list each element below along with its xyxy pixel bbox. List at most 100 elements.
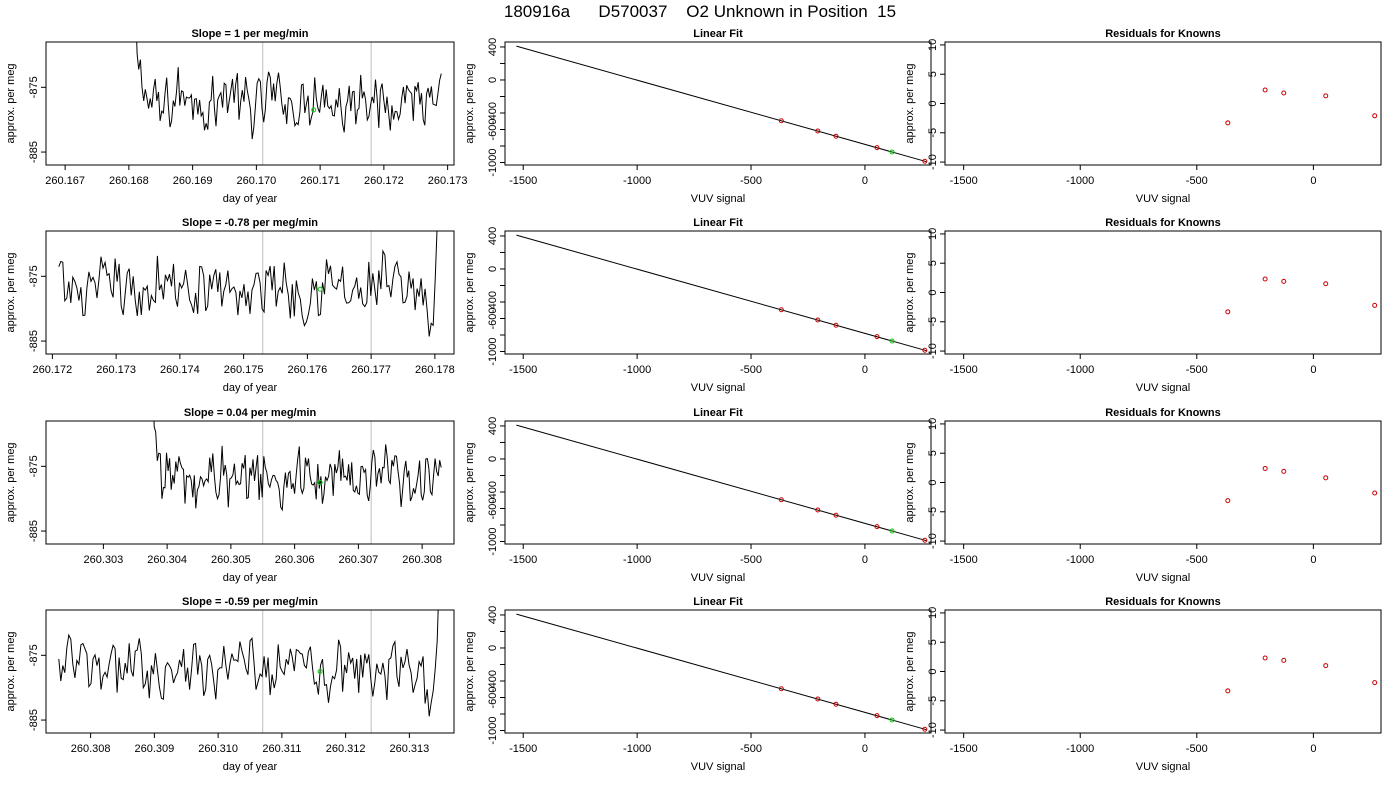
residual-point bbox=[1323, 663, 1329, 669]
plot-frame bbox=[45, 609, 455, 734]
y-tick-label: 10 bbox=[927, 228, 939, 240]
y-tick-label: -400 bbox=[487, 481, 499, 503]
residual-point bbox=[1262, 276, 1268, 282]
panel-title: Linear Fit bbox=[693, 28, 743, 40]
known-point bbox=[874, 524, 880, 530]
y-tick-label: 400 bbox=[487, 227, 499, 245]
plot-frame bbox=[504, 41, 932, 166]
y-axis-label: approx. per meg bbox=[5, 63, 17, 143]
y-tick-label: -400 bbox=[487, 670, 499, 692]
x-tick-label: 260.178 bbox=[415, 364, 455, 376]
y-tick-label: -885 bbox=[28, 709, 40, 731]
x-tick-label: 260.173 bbox=[96, 364, 136, 376]
y-tick-label: -600 bbox=[487, 686, 499, 708]
x-tick-label: -1500 bbox=[509, 554, 537, 566]
x-tick-label: -1000 bbox=[1066, 175, 1094, 187]
x-axis-label: VUV signal bbox=[691, 193, 745, 205]
y-tick-label: -1000 bbox=[487, 716, 499, 744]
y-tick-label: -600 bbox=[487, 307, 499, 329]
panel-1-0: Linear Fit -1500 -1000 -500 0 -1000 -600-400 0 4… bbox=[464, 28, 932, 205]
x-tick-label: 260.170 bbox=[236, 175, 276, 187]
x-tick-label: -1000 bbox=[623, 364, 651, 376]
residual-point bbox=[1225, 120, 1231, 126]
known-point bbox=[922, 158, 928, 164]
x-tick-label: -1500 bbox=[509, 175, 537, 187]
known-point bbox=[815, 317, 821, 323]
x-tick-label: 260.171 bbox=[300, 175, 340, 187]
y-tick-label: -1000 bbox=[487, 337, 499, 365]
panel-title: Residuals for Knowns bbox=[1105, 407, 1221, 419]
x-tick-label: 0 bbox=[862, 554, 868, 566]
panel-plot-area bbox=[516, 234, 928, 353]
x-tick-label: 260.175 bbox=[224, 364, 264, 376]
panel-plot-area bbox=[516, 45, 928, 164]
known-point bbox=[874, 713, 880, 719]
y-tick-label: -885 bbox=[28, 520, 40, 542]
y-tick-label: -875 bbox=[28, 455, 40, 477]
y-tick-label: 5 bbox=[927, 260, 939, 266]
known-point bbox=[874, 334, 880, 340]
panel-0-3: Slope = -0.59 per meg/min 260.308 260.309 2… bbox=[5, 596, 455, 773]
x-tick-label: 260.309 bbox=[134, 743, 174, 755]
x-tick-label: -1500 bbox=[509, 364, 537, 376]
y-tick-label: -885 bbox=[28, 141, 40, 163]
x-tick-label: 260.176 bbox=[287, 364, 327, 376]
y-axis-label: approx. per meg bbox=[5, 631, 17, 711]
y-tick-label: 5 bbox=[927, 639, 939, 645]
x-tick-label: 260.310 bbox=[198, 743, 238, 755]
y-axis-label: approx. per meg bbox=[904, 442, 916, 522]
x-tick-label: 260.305 bbox=[211, 554, 251, 566]
panel-1-3: Linear Fit -1500 -1000 -500 0 -1000 -600-400 0 4… bbox=[464, 596, 932, 773]
unknown-marker bbox=[311, 107, 317, 113]
plot-frame bbox=[944, 41, 1382, 166]
x-tick-label: 260.174 bbox=[160, 364, 200, 376]
x-axis-label: VUV signal bbox=[1136, 572, 1190, 584]
y-tick-label: -5 bbox=[927, 696, 939, 706]
x-tick-label: 0 bbox=[1310, 554, 1316, 566]
panel-2-0: Residuals for Knowns -1500 -1000 -500 0 -10 -5… bbox=[904, 28, 1382, 205]
known-point bbox=[833, 133, 839, 139]
plot-frame bbox=[45, 41, 455, 166]
y-axis-label: approx. per meg bbox=[464, 442, 476, 522]
x-axis-label: VUV signal bbox=[691, 572, 745, 584]
plot-frame bbox=[45, 230, 455, 355]
y-tick-label: 0 bbox=[927, 479, 939, 485]
known-point bbox=[833, 701, 839, 707]
panel-plot-area bbox=[136, 42, 442, 165]
residual-point bbox=[1281, 657, 1287, 663]
x-tick-label: -500 bbox=[1186, 175, 1208, 187]
y-axis-label: approx. per meg bbox=[5, 252, 17, 332]
panel-2-2: Residuals for Knowns -1500 -1000 -500 0 -10 -5… bbox=[904, 407, 1382, 584]
plot-frame bbox=[504, 420, 932, 545]
x-tick-label: 260.168 bbox=[109, 175, 149, 187]
panel-title: Linear Fit bbox=[693, 217, 743, 229]
y-axis-label: approx. per meg bbox=[5, 442, 17, 522]
x-tick-label: 0 bbox=[862, 175, 868, 187]
x-axis-label: day of year bbox=[223, 572, 278, 584]
y-tick-label: -10 bbox=[927, 533, 939, 549]
x-tick-label: -1000 bbox=[623, 554, 651, 566]
y-tick-label: 5 bbox=[927, 450, 939, 456]
residual-point bbox=[1281, 90, 1287, 96]
known-point bbox=[778, 307, 784, 313]
x-tick-label: -1500 bbox=[950, 175, 978, 187]
x-tick-label: 0 bbox=[1310, 743, 1316, 755]
data-trace bbox=[153, 421, 442, 512]
x-tick-label: -1500 bbox=[950, 364, 978, 376]
y-tick-label: -10 bbox=[927, 154, 939, 170]
x-tick-label: -1000 bbox=[623, 743, 651, 755]
panel-plot-area bbox=[516, 613, 928, 732]
known-point bbox=[922, 726, 928, 732]
panel-title: Slope = -0.59 per meg/min bbox=[182, 596, 318, 608]
x-tick-label: -500 bbox=[1186, 364, 1208, 376]
panel-title: Linear Fit bbox=[693, 407, 743, 419]
panel-2-3: Residuals for Knowns -1500 -1000 -500 0 -10 -5… bbox=[904, 596, 1382, 773]
data-trace bbox=[58, 610, 439, 717]
y-tick-label: 0 bbox=[487, 645, 499, 651]
x-axis-label: VUV signal bbox=[1136, 382, 1190, 394]
data-trace bbox=[136, 42, 442, 140]
y-tick-label: -5 bbox=[927, 317, 939, 327]
y-tick-label: 0 bbox=[487, 456, 499, 462]
x-tick-label: -500 bbox=[740, 743, 762, 755]
x-tick-label: -500 bbox=[740, 364, 762, 376]
